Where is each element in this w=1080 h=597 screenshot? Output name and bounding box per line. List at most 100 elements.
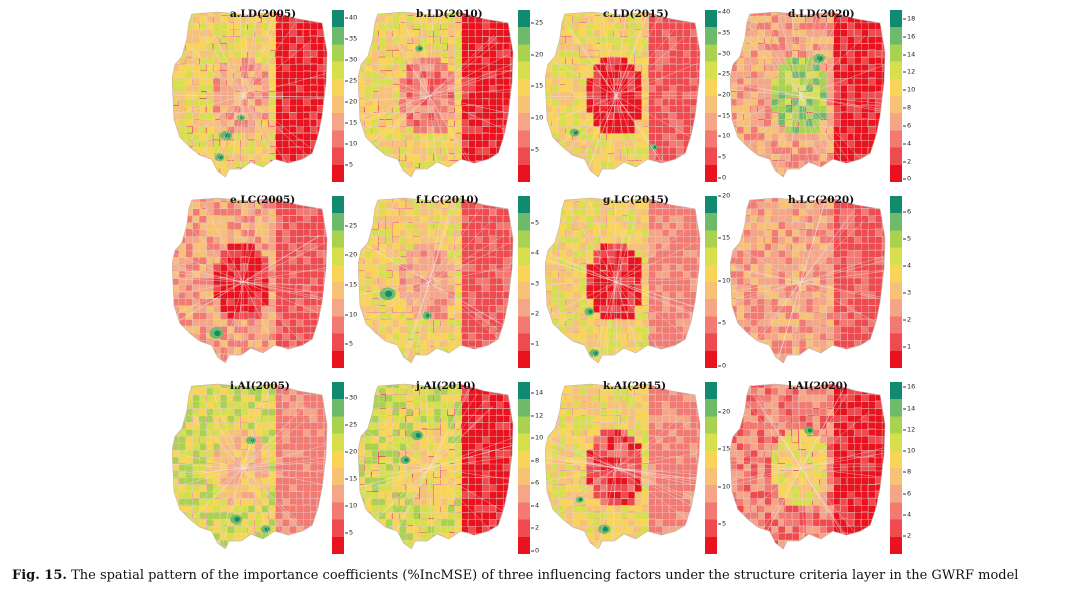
panel-title: i.AI(2005) [230, 380, 290, 392]
legend-tick-label: 12 [902, 425, 916, 434]
panel-title: e.LC(2005) [230, 194, 296, 206]
choropleth-map [545, 197, 701, 364]
legend-tick-label: 4 [902, 261, 912, 270]
color-legend-bar [332, 196, 344, 368]
figure-caption: Fig. 15. The spatial pattern of the impo… [12, 568, 1078, 583]
choropleth-map [172, 197, 328, 364]
legend-tick-label: 3 [530, 279, 540, 287]
legend-tick-label: 15 [530, 81, 544, 90]
legend-tick-label: 25 [344, 420, 358, 429]
legend-tick-label: 20 [344, 447, 358, 456]
legend-tick-label: 2 [902, 531, 912, 540]
legend-tick-label: 0 [902, 174, 912, 183]
choropleth-map [730, 197, 886, 364]
map-panel: a.LD(2005) 40 35 30 25 20 15 10 5 [172, 6, 362, 186]
legend-tick-label: 4 [902, 139, 912, 148]
map-panel: b.LD(2010) 25 20 15 10 5 [358, 6, 548, 186]
choropleth-map [545, 383, 701, 550]
map-panel: i.AI(2005) 30 25 20 15 10 5 [172, 378, 362, 558]
color-legend-bar [518, 196, 530, 368]
legend-tick-label: 10 [717, 131, 731, 140]
map-panel: e.LC(2005) 25 20 15 10 5 [172, 192, 362, 372]
legend-tick-label: 14 [530, 388, 544, 397]
legend-tick-label: 10 [344, 501, 358, 510]
legend-tick-label: 35 [344, 34, 358, 43]
legend-tick-label: 10 [902, 85, 916, 94]
map-panel: f.LC(2010) 5 4 3 2 1 [358, 192, 548, 372]
legend-tick-label: 40 [717, 7, 731, 16]
legend-tick-label: 5 [530, 145, 540, 154]
color-legend-bar [705, 196, 717, 368]
panel-title: g.LC(2015) [603, 194, 669, 206]
legend-tick-label: 14 [902, 404, 916, 412]
legend-tick-label: 35 [717, 28, 731, 37]
legend-tick-label: 8 [530, 456, 540, 465]
legend-tick-label: 15 [344, 474, 358, 483]
legend-tick-label: 18 [902, 14, 916, 23]
color-legend-bar [890, 196, 902, 368]
legend-tick-label: 5 [717, 152, 727, 161]
legend-tick-label: 4 [530, 248, 540, 257]
legend-tick-label: 10 [344, 139, 358, 148]
panel-title: l.AI(2020) [788, 380, 848, 392]
legend-tick-label: 20 [344, 250, 358, 259]
panel-title: j.AI(2010) [416, 380, 476, 392]
figure-grid: a.LD(2005) 40 35 30 25 20 15 10 5 b.LD(2010) 25 20 1… [172, 6, 920, 558]
legend-tick-label: 12 [902, 67, 916, 76]
legend-tick-label: 30 [717, 49, 731, 57]
legend-tick-label: 12 [530, 411, 544, 420]
figure-caption-text: The spatial pattern of the importance co… [66, 568, 1019, 583]
map-panel: g.LC(2015) 20 15 10 5 0 [545, 192, 735, 372]
choropleth-map [545, 11, 701, 178]
color-legend-bar [518, 10, 530, 182]
legend-tick-label: 20 [717, 191, 731, 200]
legend-tick-label: 5 [344, 160, 354, 169]
legend-tick-label: 2 [902, 315, 912, 324]
legend-tick-label: 6 [530, 478, 540, 487]
choropleth-map [730, 11, 886, 178]
legend-tick-label: 10 [902, 446, 916, 455]
map-panel: d.LD(2020) 18 16 14 12 10 8 6 4 2 0 [730, 6, 920, 186]
legend-tick-label: 0 [717, 361, 727, 369]
legend-tick-label: 2 [530, 309, 540, 318]
legend-tick-label: 25 [344, 221, 358, 230]
choropleth-map [730, 383, 886, 550]
color-legend-bar [705, 382, 717, 554]
legend-tick-label: 10 [717, 276, 731, 285]
legend-tick-label: 10 [717, 482, 731, 491]
legend-tick-label: 0 [530, 546, 540, 555]
choropleth-map [172, 11, 328, 178]
legend-tick-label: 3 [902, 288, 912, 297]
map-panel: c.LD(2015) 40 35 30 25 20 15 10 5 0 [545, 6, 735, 186]
panel-title: b.LD(2010) [416, 8, 483, 20]
legend-tick-label: 4 [902, 510, 912, 519]
legend-tick-label: 5 [344, 528, 354, 536]
legend-tick-label: 20 [717, 90, 731, 99]
color-legend-bar [332, 382, 344, 554]
panel-title: d.LD(2020) [788, 8, 855, 20]
legend-tick-label: 15 [344, 118, 358, 127]
choropleth-map [358, 197, 514, 364]
legend-tick-label: 8 [902, 467, 912, 476]
legend-tick-label: 5 [530, 218, 540, 227]
legend-tick-label: 15 [717, 233, 731, 242]
map-panel: h.LC(2020) 6 5 4 3 2 1 [730, 192, 920, 372]
choropleth-map [172, 383, 328, 550]
legend-tick-label: 30 [344, 55, 358, 64]
legend-tick-label: 5 [717, 318, 727, 327]
legend-tick-label: 0 [717, 173, 727, 182]
legend-tick-label: 5 [344, 339, 354, 348]
color-legend-bar [890, 382, 902, 554]
legend-tick-label: 14 [902, 50, 916, 59]
legend-tick-label: 25 [530, 18, 544, 27]
legend-tick-label: 8 [902, 103, 912, 112]
legend-tick-label: 1 [530, 339, 540, 348]
legend-tick-label: 25 [344, 76, 358, 85]
color-legend-bar [332, 10, 344, 182]
choropleth-map [358, 383, 514, 550]
legend-tick-label: 2 [530, 523, 540, 532]
legend-tick-label: 30 [344, 393, 358, 402]
panel-title: a.LD(2005) [230, 8, 297, 20]
legend-tick-label: 10 [344, 310, 358, 319]
legend-tick-label: 20 [344, 97, 358, 106]
